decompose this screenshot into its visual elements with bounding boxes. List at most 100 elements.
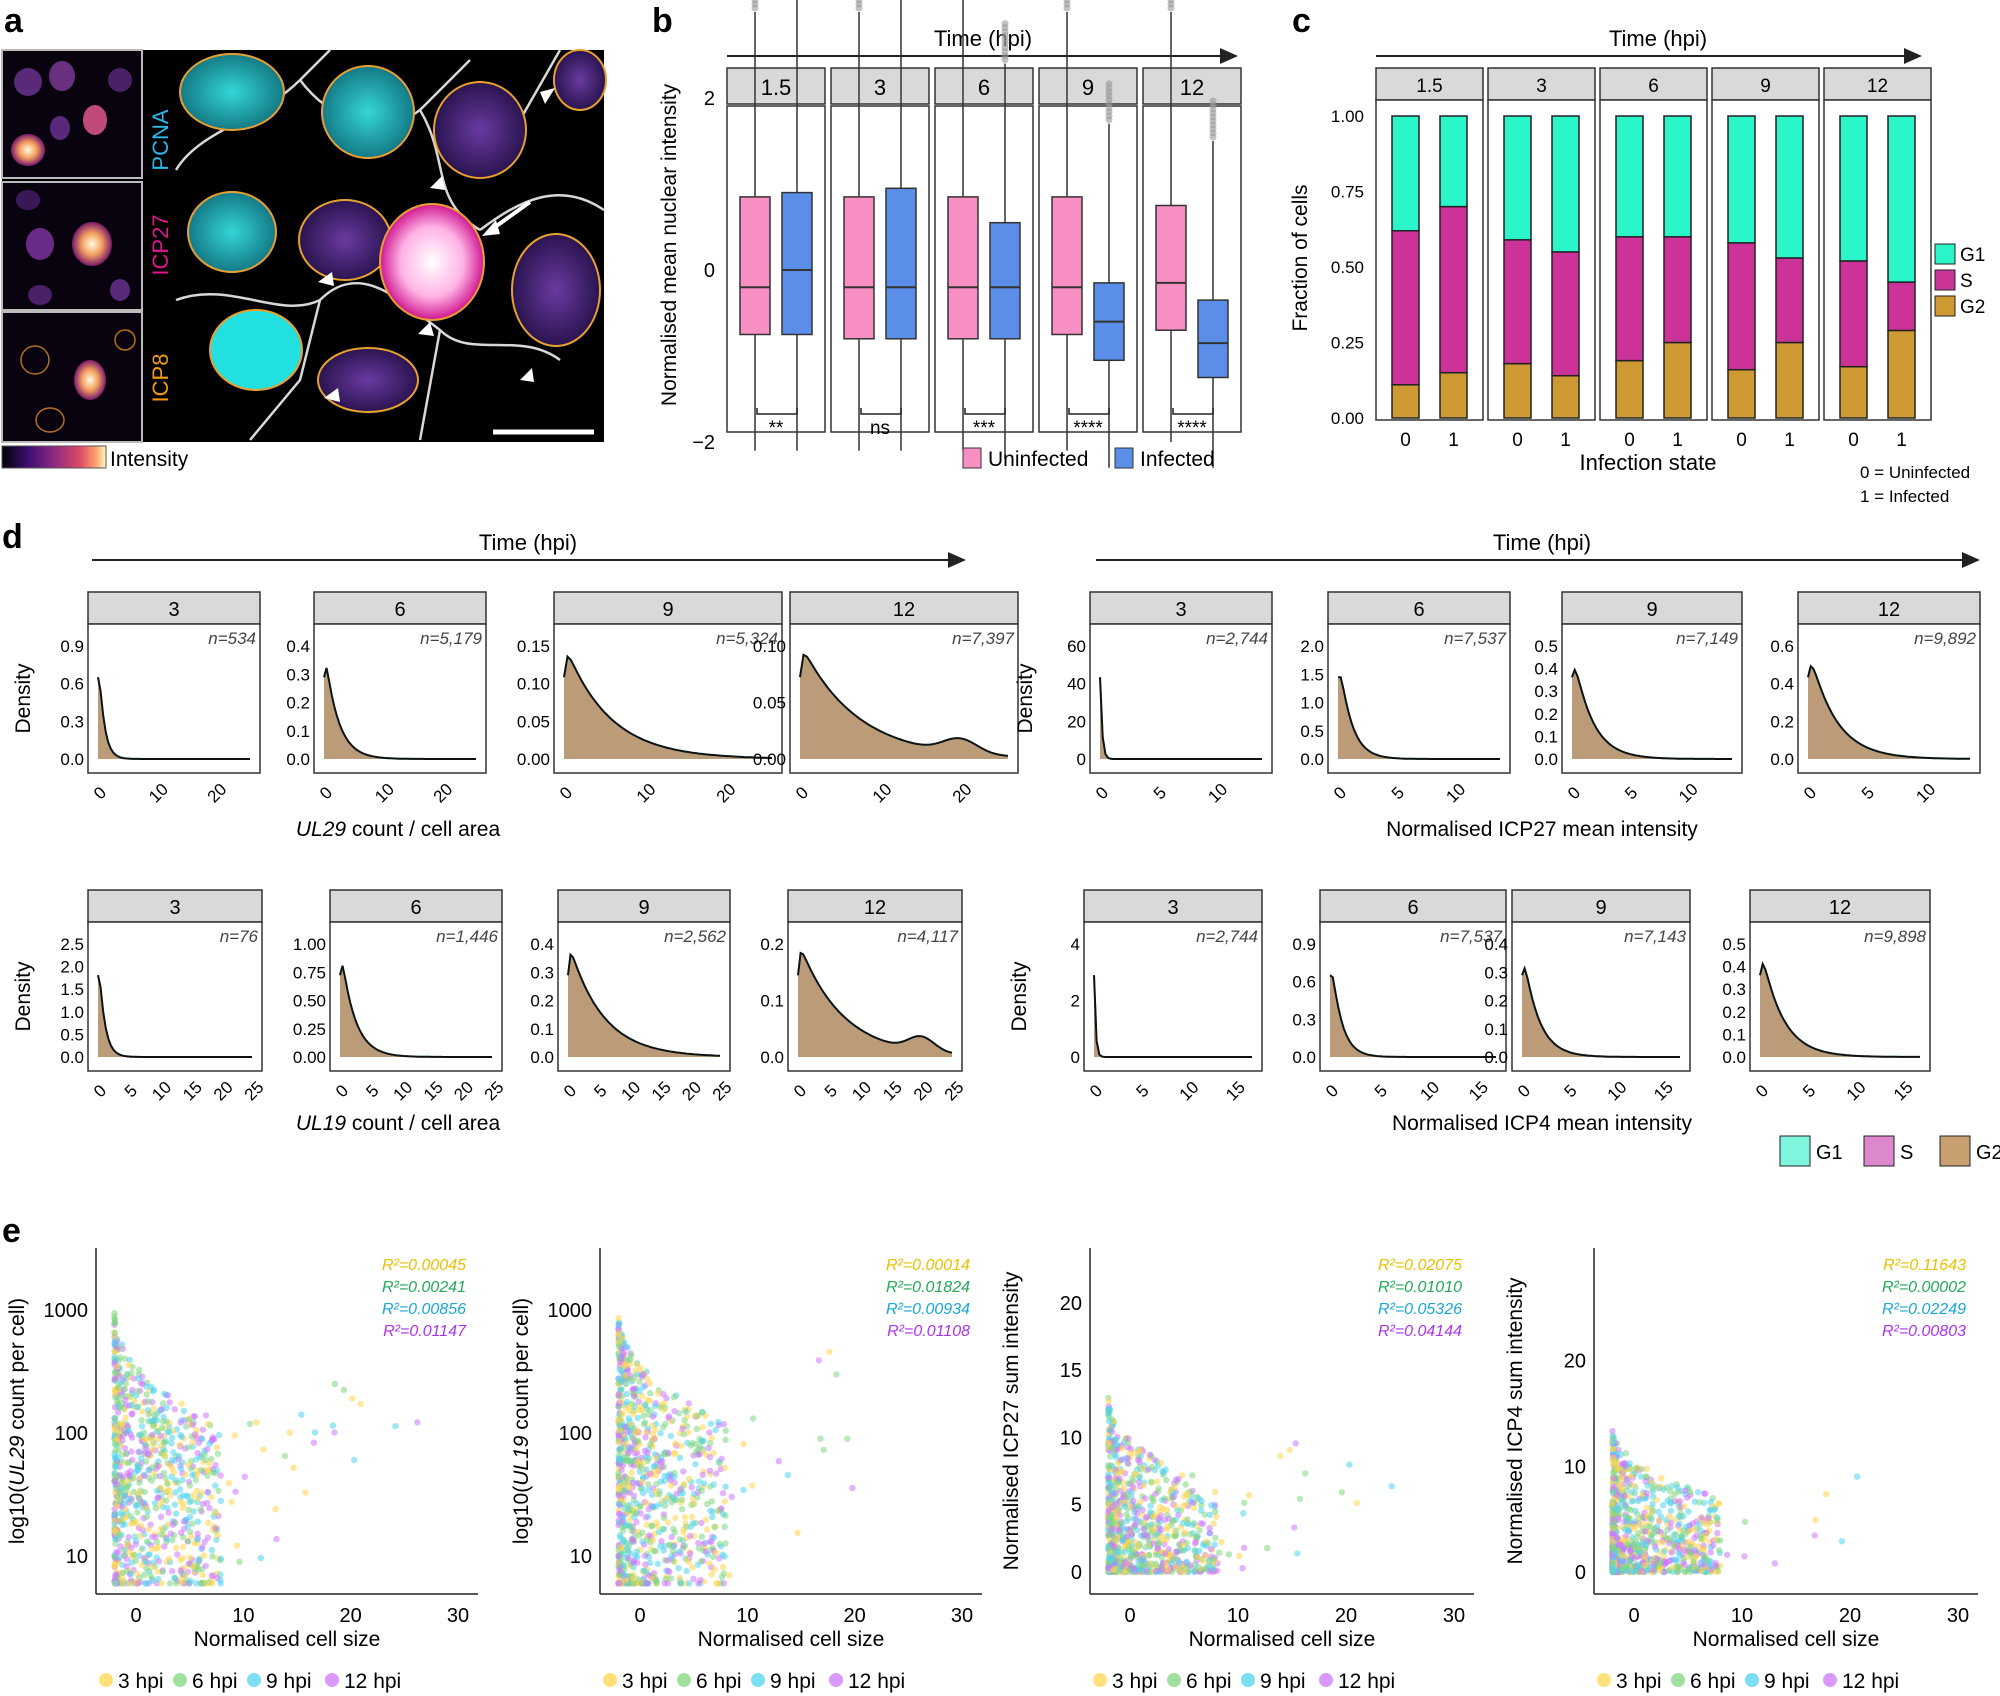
scatter-point-6-hpi [186, 1528, 194, 1536]
scatter-point-9-hpi [634, 1414, 642, 1422]
legend-label-uninfected: Uninfected [988, 448, 1088, 471]
scatter-point-3-hpi [141, 1436, 148, 1443]
scatter-point-12-hpi [680, 1468, 687, 1475]
scatter-point-9-hpi [1136, 1474, 1143, 1481]
scatter-point-9-hpi [1105, 1479, 1112, 1486]
density-fill-G2 [324, 668, 476, 759]
scatter-point-6-hpi [1170, 1517, 1177, 1524]
legend-swatch-G1 [1934, 243, 1956, 265]
scatter-point-9-hpi [1651, 1525, 1658, 1533]
scatter-point-6-hpi [1163, 1477, 1170, 1484]
scatter-point-6-hpi [1678, 1533, 1685, 1540]
scatter-point-9-hpi [1694, 1489, 1702, 1496]
y-tick-label: 0.5 [1722, 935, 1746, 954]
scatter-point-3-hpi [1147, 1561, 1154, 1568]
legend-dot-3-hpi [1597, 1673, 1611, 1687]
scatter-point-12-hpi [1627, 1548, 1634, 1555]
scatter-point-12-hpi [1613, 1492, 1621, 1499]
legend-label-G1: G1 [1960, 245, 1985, 266]
scatter-point-9-hpi [615, 1500, 622, 1507]
scatter-point-9-hpi [135, 1375, 142, 1382]
scatter-point-6-hpi [1161, 1495, 1168, 1502]
scatter-point-9-hpi [623, 1390, 631, 1398]
uninfected-box [739, 196, 771, 336]
scatter-point-12-hpi [1682, 1487, 1689, 1495]
r-squared-label: R²=0.01010 [1378, 1279, 1462, 1296]
scatter-point-12-hpi [624, 1428, 631, 1435]
x-tick-label: 10 [1227, 1605, 1249, 1627]
density-line-S [1521, 965, 1680, 1058]
scatter-point-9-hpi [186, 1498, 193, 1506]
scatter-point-12-hpi [687, 1550, 694, 1557]
scatter-point-12-hpi [1154, 1545, 1161, 1552]
scatter-point-12-hpi [1206, 1530, 1214, 1537]
scatter-point-6-hpi [1241, 1499, 1248, 1507]
scatter-point-9-hpi [137, 1431, 144, 1438]
scatter-point-12-hpi [1207, 1545, 1215, 1553]
scatter-point-12-hpi [115, 1548, 122, 1556]
scatter-point-12-hpi [129, 1456, 136, 1464]
scatter-point-9-hpi [712, 1426, 719, 1434]
y-tick-label: 0.4 [1722, 958, 1746, 977]
scatter-point-9-hpi [708, 1513, 716, 1521]
x-tick-label: 5 [1858, 783, 1878, 803]
facet-time-label: 12 [1180, 75, 1204, 100]
scatter-point-3-hpi [1150, 1512, 1157, 1520]
y-tick-label: 0.6 [1770, 637, 1794, 656]
x-tick-label: 0 [316, 783, 336, 803]
y-tick-label: 60 [1067, 637, 1086, 656]
scatter-point-3-hpi [1641, 1553, 1648, 1560]
scatter-point-9-hpi [1105, 1470, 1112, 1478]
scatter-point-9-hpi [177, 1465, 185, 1472]
scatter-point-3-hpi [1163, 1559, 1171, 1566]
x-tick-label: 10 [390, 1078, 417, 1105]
legend-dot-12-hpi [1319, 1673, 1333, 1687]
bar-segment-G1 [1391, 115, 1420, 232]
scatter-point-9-hpi [1610, 1433, 1617, 1440]
arrowhead-6 [324, 388, 340, 402]
bar-segment-G2 [1391, 384, 1420, 419]
scatter-point-3-hpi [1123, 1542, 1130, 1549]
scatter-point-9-hpi [131, 1533, 139, 1540]
facet-header [1319, 889, 1507, 923]
y-tick-label: 1.0 [60, 1003, 84, 1022]
scatter-point-12-hpi [134, 1580, 142, 1587]
scatter-point-9-hpi [1671, 1536, 1678, 1544]
scatter-point-12-hpi [664, 1557, 671, 1564]
r-squared-label: R²=0.00014 [886, 1257, 970, 1274]
scatter-point-9-hpi [195, 1556, 202, 1564]
scatter-point-3-hpi [1194, 1554, 1202, 1561]
scatter-point-12-hpi [688, 1484, 695, 1491]
scatter-point-12-hpi [125, 1533, 132, 1541]
scatter-point-6-hpi [648, 1523, 655, 1530]
arrowhead-3 [318, 272, 334, 286]
scatter-point-3-hpi [643, 1429, 650, 1436]
scatter-point-6-hpi [647, 1407, 654, 1414]
scatter-point-3-hpi [640, 1459, 647, 1467]
scatter-point-9-hpi [634, 1553, 641, 1561]
scatter-point-12-hpi [1129, 1483, 1137, 1491]
scatter-point-12-hpi [640, 1371, 647, 1378]
scatter-point-9-hpi [689, 1520, 697, 1527]
scatter-point-3-hpi [628, 1421, 635, 1428]
scatter-point-12-hpi [615, 1432, 623, 1440]
scatter-point-12-hpi [668, 1533, 675, 1541]
scatter-point-3-hpi [711, 1566, 718, 1573]
facet-panel [87, 623, 261, 774]
scatter-point-9-hpi [620, 1339, 628, 1346]
scatter-point-3-hpi [1812, 1516, 1819, 1524]
y-tick-label: 0.1 [286, 722, 310, 741]
scatter-point-9-hpi [784, 1471, 792, 1479]
scatter-point-12-hpi [697, 1576, 704, 1584]
scatter-point-3-hpi [1132, 1470, 1139, 1477]
scatter-point-6-hpi [1133, 1502, 1141, 1510]
scatter-point-9-hpi [153, 1417, 161, 1424]
scatter-point-9-hpi [182, 1516, 189, 1523]
significance-bracket [860, 408, 902, 415]
scatter-point-3-hpi [1681, 1503, 1688, 1510]
x-tick-label: 20 [340, 1605, 362, 1627]
scatter-point-6-hpi [1107, 1453, 1114, 1460]
scatter-point-12-hpi [123, 1562, 131, 1570]
scatter-point-9-hpi [172, 1489, 179, 1496]
y-tick-label: 0.0 [530, 1048, 554, 1067]
